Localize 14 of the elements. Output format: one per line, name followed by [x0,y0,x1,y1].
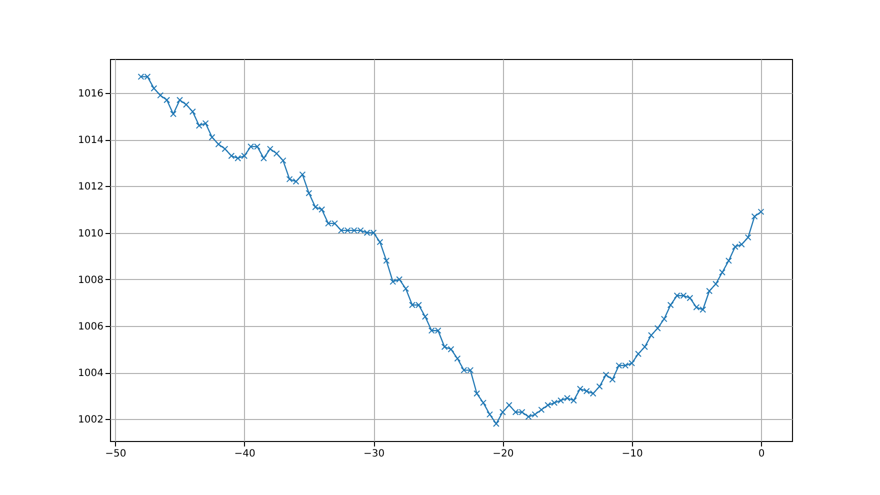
y-tick-label: 1002 [78,414,104,426]
x-tick-label: −20 [492,448,514,460]
y-tick-label: 1012 [78,182,104,193]
x-tick-label: −10 [622,448,643,460]
x-tick-label: 0 [758,448,765,460]
y-tick-label: 1004 [78,368,104,380]
y-tick-label: 1016 [78,88,104,100]
x-tick-label: −30 [363,448,385,460]
y-tick-label: 1006 [78,321,104,332]
y-tick-label: 1008 [78,274,104,286]
x-tick-label: −50 [105,448,126,460]
x-tick-label: −40 [234,448,256,460]
y-tick-label: 1014 [78,135,104,146]
y-tick-label: 1010 [78,228,104,240]
